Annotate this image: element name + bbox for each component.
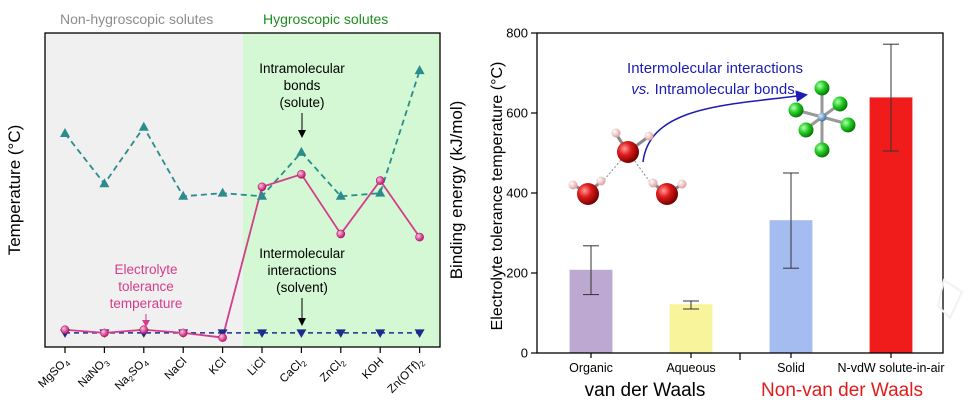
intramolecular-point-7 bbox=[335, 190, 346, 200]
bar-x-tick-label-2: Solid bbox=[777, 361, 805, 375]
left-ylabel: Temperature (°C) bbox=[5, 125, 24, 256]
annotation-intramolecular: Intramolecular bonds (solute) bbox=[259, 61, 345, 110]
water-molecules-illustration bbox=[568, 128, 687, 205]
intramolecular-point-4 bbox=[217, 187, 228, 197]
intramolecular-point-8 bbox=[375, 187, 386, 197]
right-chart: Electrolyte tolerance temperature (°C) 0… bbox=[489, 26, 944, 402]
left-x-tick-label-4: KCl bbox=[207, 356, 229, 378]
bar-x-tick-label-3: N-vdW solute-in-air bbox=[838, 361, 945, 375]
region-label-non-hygroscopic: Non-hygroscopic solutes bbox=[60, 11, 213, 27]
bar-x-tick-labels: Organic Aqueous Solid N-vdW solute-in-air bbox=[569, 353, 944, 375]
tolerance-point-9 bbox=[415, 232, 424, 242]
left-chart: Non-hygroscopic solutes Hygroscopic solu… bbox=[5, 11, 466, 397]
annotation-elec-line1: Electrolyte bbox=[114, 262, 177, 277]
left-x-tick-label-8: KOH bbox=[360, 356, 386, 382]
intermolecular-point-7 bbox=[335, 329, 346, 338]
annotation-elec-line3: temperature bbox=[110, 296, 183, 311]
bar-annotation-rest: Intramolecular bonds bbox=[650, 81, 794, 98]
left-x-tick-label-9: Zn(OTf)2 bbox=[386, 355, 428, 397]
tolerance-point-7 bbox=[336, 229, 346, 239]
left-x-tick-label-0: MgSO4 bbox=[36, 355, 72, 391]
left-x-tick-label-5: LiCl bbox=[246, 356, 268, 378]
intramolecular-point-0 bbox=[60, 127, 70, 137]
series-intramolecular-line bbox=[64, 70, 421, 198]
intermolecular-point-5 bbox=[257, 329, 267, 338]
series-tolerance-line bbox=[64, 173, 421, 339]
intermolecular-point-6 bbox=[296, 329, 307, 338]
watermark-mark bbox=[936, 278, 964, 320]
bar-x-tick-label-1: Aqueous bbox=[666, 361, 715, 375]
annotation-intra-line2: bonds bbox=[284, 78, 321, 93]
left-x-tick-label-1: NaNO3 bbox=[76, 355, 112, 391]
left-x-tick-label-3: NaCl bbox=[163, 356, 190, 383]
left-x-tick-label-2: Na2SO4 bbox=[113, 355, 152, 394]
annotation-inter-line1: Intermolecular bbox=[259, 246, 345, 261]
intramolecular-point-5 bbox=[257, 190, 267, 200]
group-label-vdw: van der Waals bbox=[585, 380, 706, 401]
intramolecular-point-3 bbox=[178, 190, 189, 200]
left-plot-frame bbox=[44, 32, 441, 348]
bar-y-tick-label-2: 400 bbox=[506, 186, 528, 201]
tolerance-point-4 bbox=[218, 333, 227, 342]
intramolecular-point-9 bbox=[414, 65, 425, 75]
bar-x-tick-label-0: Organic bbox=[569, 361, 613, 375]
annotation-intra-line1: Intramolecular bbox=[259, 61, 345, 76]
intramolecular-point-1 bbox=[99, 178, 110, 188]
bar-y-ticks: 0 200 400 600 800 bbox=[506, 26, 537, 361]
annotation-elec-line2: tolerance bbox=[118, 279, 174, 294]
left-x-ticks bbox=[64, 347, 421, 353]
bar-y-tick-label-1: 200 bbox=[506, 266, 528, 281]
annotation-intra-arrowhead bbox=[298, 130, 306, 138]
annotation-intermolecular: Intermolecular interactions (solvent) bbox=[259, 246, 345, 295]
bar-ylabel: Electrolyte tolerance temperature (°C) bbox=[489, 62, 506, 331]
tolerance-point-6 bbox=[297, 170, 306, 179]
left-x-tick-label-7: ZnCl2 bbox=[318, 355, 349, 386]
tolerance-point-1 bbox=[100, 328, 109, 338]
bar-annotation-line1: Intermolecular interactions bbox=[627, 60, 803, 77]
intramolecular-point-6 bbox=[296, 146, 307, 156]
intermolecular-point-8 bbox=[375, 329, 386, 338]
annotation-inter-line2: interactions bbox=[267, 263, 336, 278]
annotation-intra-line3: (solute) bbox=[279, 95, 324, 110]
tolerance-point-5 bbox=[257, 182, 267, 192]
group-label-non-vdw: Non-van der Waals bbox=[761, 380, 923, 401]
bar-y-tick-label-0: 0 bbox=[521, 346, 528, 361]
annotation-inter-arrowhead bbox=[298, 318, 306, 326]
annotation-inter-line3: (solvent) bbox=[276, 280, 328, 295]
series-intramolecular-markers bbox=[60, 65, 425, 200]
bar-annotation-line2: vs. Intramolecular bonds bbox=[631, 81, 794, 98]
region-non-hygroscopic bbox=[45, 33, 243, 347]
bar-annotation-arrow bbox=[642, 90, 808, 163]
annotation-elec-arrowhead bbox=[142, 320, 150, 327]
bar-annotation-vs: vs. bbox=[631, 81, 650, 98]
left-x-tick-label-6: CaCl2 bbox=[278, 355, 310, 387]
octahedral-molecule-illustration bbox=[788, 80, 856, 158]
tolerance-point-2 bbox=[139, 325, 149, 335]
bar-y-tick-label-4: 800 bbox=[506, 26, 528, 41]
region-label-hygroscopic: Hygroscopic solutes bbox=[263, 11, 388, 27]
series-tolerance-markers bbox=[60, 170, 424, 342]
region-hygroscopic bbox=[243, 33, 440, 347]
annotation-tolerance: Electrolyte tolerance temperature bbox=[110, 262, 183, 311]
intramolecular-point-2 bbox=[138, 121, 149, 131]
bar-1 bbox=[669, 304, 713, 354]
bars bbox=[569, 43, 913, 354]
tolerance-point-3 bbox=[178, 328, 188, 338]
tolerance-point-0 bbox=[60, 325, 70, 335]
intermolecular-point-9 bbox=[414, 329, 425, 338]
bar-y-tick-label-3: 600 bbox=[506, 106, 528, 121]
tolerance-point-8 bbox=[375, 176, 385, 185]
right-ylabel: Binding energy (kJ/mol) bbox=[447, 101, 466, 280]
